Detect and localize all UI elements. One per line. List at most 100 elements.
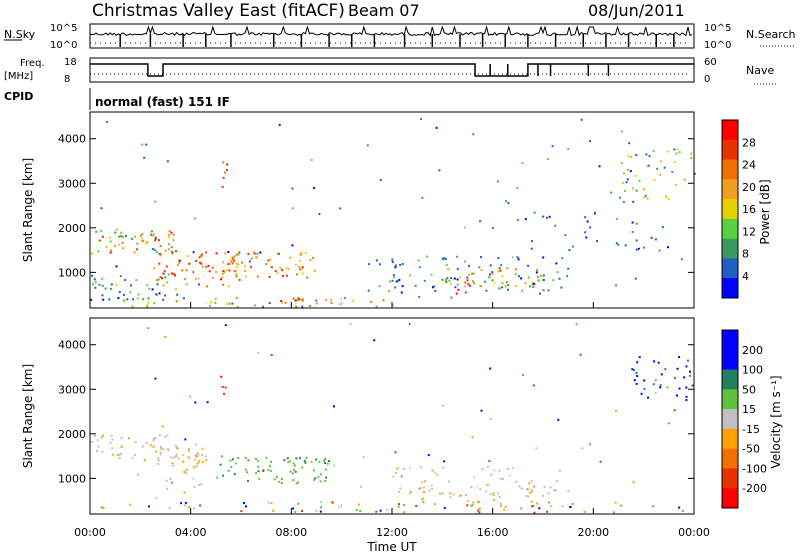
velocity-cell: [244, 468, 247, 471]
power-cell: [280, 300, 283, 302]
power-cell: [244, 275, 247, 278]
power-cell: [122, 247, 125, 250]
power-cell: [221, 276, 224, 279]
power-cell: [249, 265, 252, 268]
power-cell: [325, 298, 327, 301]
colorbar-swatch: [722, 369, 738, 390]
power-cell: [224, 171, 226, 174]
power-cell: [309, 258, 312, 261]
power-cell: [628, 142, 631, 145]
power-cell: [459, 276, 461, 279]
velocity-cell: [538, 507, 541, 510]
power-cell: [589, 226, 592, 229]
colorbar-swatch: [722, 199, 738, 220]
power-cell: [423, 279, 426, 282]
power-cell: [622, 200, 625, 203]
power-cell: [479, 220, 482, 223]
power-cell: [152, 234, 155, 237]
power-cell: [248, 260, 251, 263]
velocity-cell: [479, 488, 482, 491]
power-cell: [151, 288, 154, 291]
velocity-cell: [196, 462, 199, 465]
power-cell: [463, 281, 466, 284]
power-cell: [117, 297, 120, 300]
y-tick-label: 2000: [58, 428, 86, 441]
power-cell: [232, 260, 235, 263]
velocity-cell: [141, 445, 144, 448]
power-cell: [401, 263, 404, 265]
colorbar-swatch: [722, 409, 738, 430]
velocity-cell: [484, 490, 487, 493]
power-cell: [198, 256, 201, 259]
power-cell: [114, 245, 116, 248]
velocity-cell: [183, 491, 186, 494]
velocity-cell: [145, 442, 148, 445]
velocity-cell: [470, 504, 473, 507]
power-cell: [164, 294, 167, 297]
velocity-cell: [149, 444, 152, 447]
power-cell: [200, 254, 203, 257]
velocity-cell: [647, 396, 649, 399]
power-cell: [643, 188, 646, 191]
power-cell: [132, 298, 135, 301]
velocity-cell: [97, 445, 100, 448]
time-axis: 00:00 04:00 08:00 12:00 16:00 20:00 00:00: [74, 302, 710, 539]
power-cell: [146, 305, 149, 308]
velocity-cell: [664, 368, 667, 371]
velocity-cell: [292, 479, 295, 482]
velocity-cell: [638, 356, 641, 359]
power-cell: [617, 243, 620, 246]
power-cell: [444, 258, 447, 260]
colorbar-tick-label: 15: [742, 403, 756, 416]
velocity-cell: [289, 470, 292, 473]
velocity-cell: [152, 445, 155, 448]
power-cell: [516, 256, 519, 259]
velocity-y-label: Slant Range [km]: [21, 364, 35, 468]
power-cell: [313, 269, 316, 272]
power-cell: [646, 165, 649, 168]
power-cell: [445, 264, 448, 267]
power-cell: [351, 299, 354, 302]
power-cell: [449, 282, 452, 285]
velocity-cell: [360, 485, 362, 488]
power-cell: [616, 217, 618, 220]
power-cell: [98, 283, 101, 286]
velocity-cell: [466, 504, 469, 507]
power-cell: [650, 236, 653, 239]
power-cell: [143, 156, 146, 159]
velocity-cell: [224, 324, 227, 327]
velocity-cell: [579, 353, 582, 356]
power-gap: [407, 113, 410, 307]
velocity-cell: [434, 503, 436, 506]
power-cell: [532, 286, 535, 289]
velocity-cell: [533, 484, 536, 487]
power-cell: [147, 301, 150, 304]
power-cell: [496, 180, 499, 183]
power-cell: [489, 273, 491, 276]
velocity-cell: [581, 447, 584, 450]
power-cell: [531, 240, 533, 243]
power-cell: [414, 284, 417, 287]
velocity-cell: [196, 455, 199, 458]
power-cell: [193, 217, 196, 220]
power-cell: [667, 246, 669, 249]
velocity-cell: [175, 444, 177, 447]
power-cell: [571, 245, 574, 248]
velocity-cell: [486, 484, 489, 486]
power-cell: [516, 219, 519, 222]
power-cell: [674, 160, 677, 163]
velocity-cell: [295, 482, 298, 485]
velocity-cell: [297, 502, 300, 505]
power-cell: [368, 263, 371, 266]
power-cell: [118, 235, 121, 238]
power-cell: [496, 270, 499, 273]
velocity-cell: [403, 504, 406, 507]
velocity-cell: [359, 509, 362, 512]
colorbar-swatch: [722, 258, 738, 279]
power-cell: [176, 293, 179, 296]
power-cell: [456, 278, 459, 281]
colorbar-tick-label: -200: [742, 482, 767, 495]
power-cell: [624, 190, 627, 193]
power-cell: [678, 151, 681, 154]
power-gap: [495, 113, 498, 307]
